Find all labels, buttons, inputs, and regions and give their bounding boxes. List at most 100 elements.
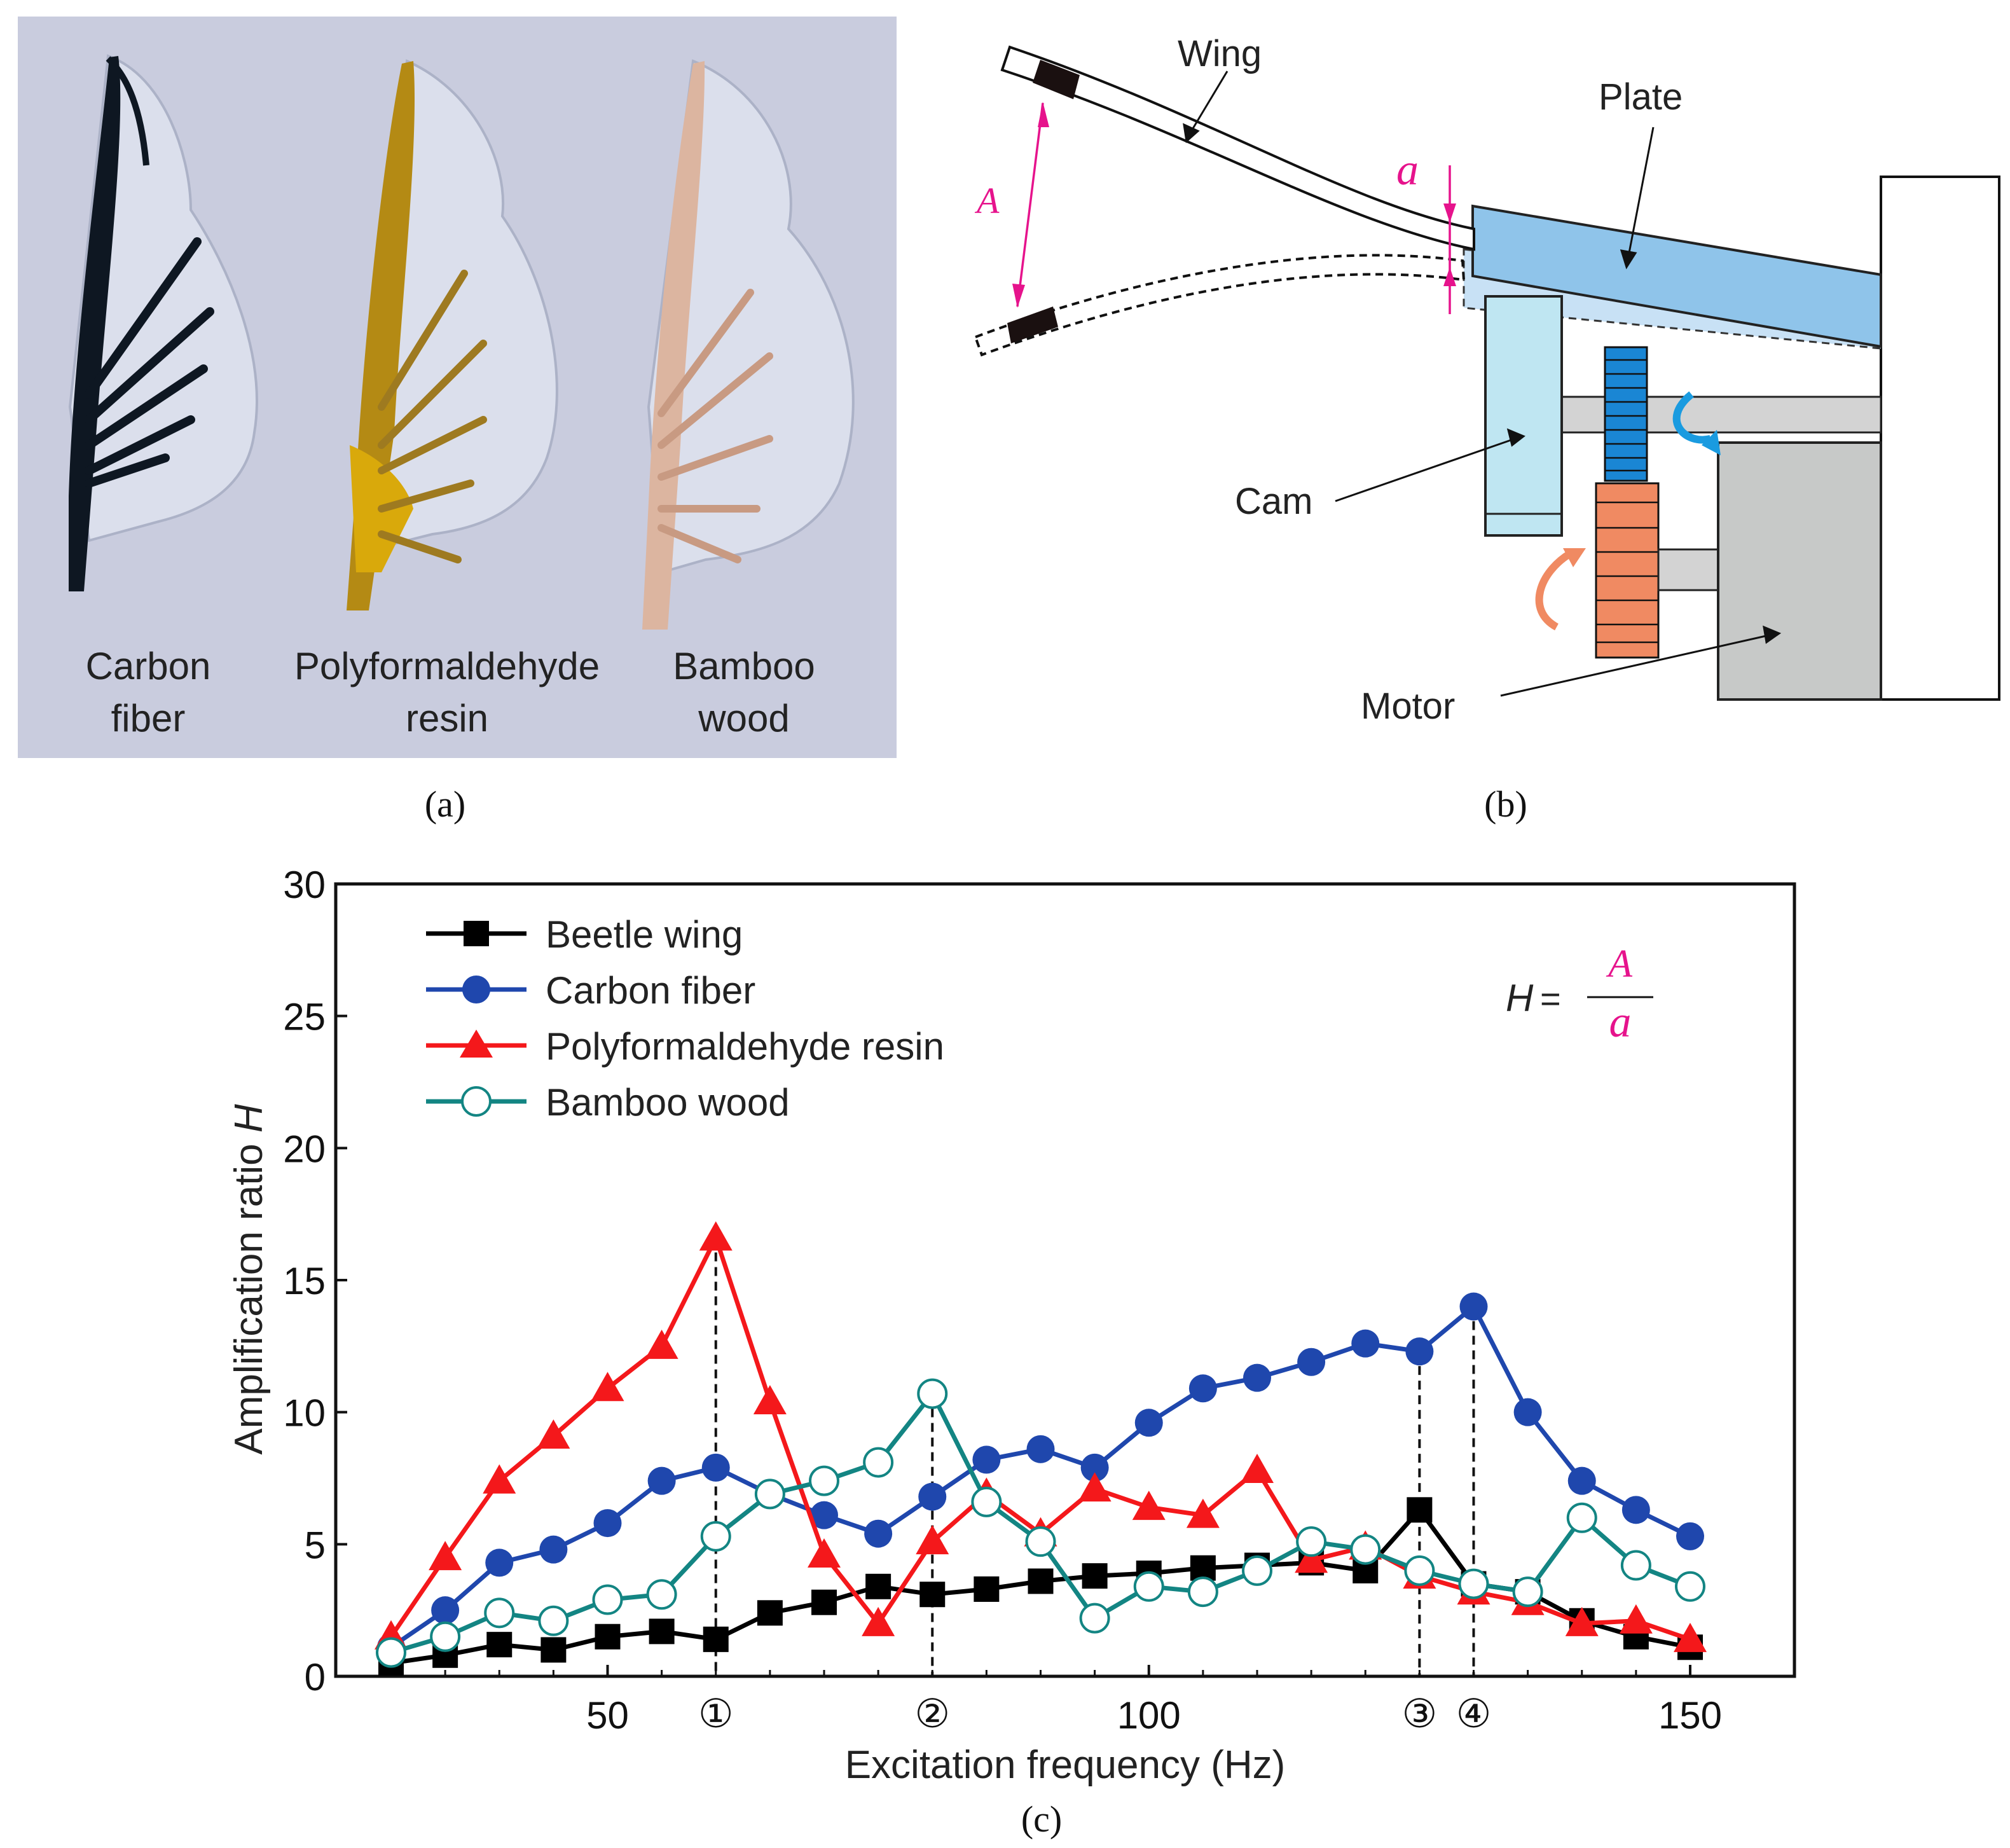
formula-denominator: a xyxy=(1609,998,1632,1047)
formula-lhs: H xyxy=(1506,977,1534,1019)
legend: Beetle wing Carbon fiber Polyformaldehyd… xyxy=(426,913,944,1124)
data-point-triangle xyxy=(537,1419,570,1449)
data-point-open-circle xyxy=(863,1447,894,1478)
data-point-circle xyxy=(1405,1337,1434,1366)
bamboo-wing-photo xyxy=(642,59,855,630)
data-point-circle xyxy=(1188,1374,1217,1403)
sample-label-carbon-line1: Carbon xyxy=(86,645,211,687)
x-tick-label: 100 xyxy=(1117,1694,1181,1737)
data-point-square xyxy=(595,1624,621,1650)
data-point-circle xyxy=(1567,1466,1596,1495)
motor xyxy=(1717,441,1882,701)
data-point-open-circle xyxy=(1620,1550,1651,1581)
data-point-square xyxy=(1190,1555,1216,1581)
data-point-circle xyxy=(1459,1292,1488,1321)
data-point-open-circle xyxy=(1512,1576,1543,1608)
label-motor: Motor xyxy=(1361,686,1455,727)
data-point-triangle xyxy=(753,1385,787,1415)
sample-label-resin-line2: resin xyxy=(406,697,488,740)
wing-tip-marker xyxy=(1033,60,1080,99)
data-point-circle xyxy=(1243,1363,1271,1392)
data-point-triangle xyxy=(645,1329,678,1359)
legend-marker-triangle-icon xyxy=(460,1030,493,1058)
series-carbon-fiber xyxy=(377,1292,1704,1662)
series-bamboo-wood xyxy=(376,1378,1705,1668)
data-point-circle xyxy=(539,1535,568,1564)
data-point-circle xyxy=(1351,1329,1380,1358)
y-tick-label: 5 xyxy=(305,1524,326,1566)
data-point-open-circle xyxy=(430,1621,461,1652)
label-cam: Cam xyxy=(1235,481,1312,522)
data-point-open-circle xyxy=(809,1465,839,1496)
data-point-triangle xyxy=(1241,1454,1274,1484)
legend-marker-circle-filled-icon xyxy=(462,976,490,1003)
data-point-open-circle xyxy=(1675,1571,1705,1602)
polyformaldehyde-wing-photo xyxy=(347,59,558,610)
legend-label-resin: Polyformaldehyde resin xyxy=(546,1025,944,1068)
legend-marker-circle-open-icon xyxy=(461,1086,492,1117)
data-point-circle xyxy=(972,1445,1001,1474)
data-point-square xyxy=(1407,1497,1433,1523)
data-point-open-circle xyxy=(484,1597,515,1629)
data-point-triangle xyxy=(429,1541,462,1571)
data-point-circle xyxy=(485,1548,514,1577)
peak-marker-label: ④ xyxy=(1456,1690,1492,1737)
data-point-triangle xyxy=(916,1525,949,1555)
data-point-triangle xyxy=(808,1538,841,1568)
data-point-circle xyxy=(1513,1398,1542,1426)
series-layer xyxy=(375,1221,1707,1676)
data-point-circle xyxy=(647,1466,676,1495)
data-point-square xyxy=(703,1626,729,1652)
cam xyxy=(1484,295,1563,537)
data-point-open-circle xyxy=(1458,1568,1489,1599)
data-point-square xyxy=(1028,1568,1054,1594)
y-tick-label: 25 xyxy=(283,996,326,1038)
wing-upright xyxy=(1000,45,1475,251)
label-wing: Wing xyxy=(1178,33,1262,74)
base-wall xyxy=(1880,176,2000,701)
y-tick-label: 0 xyxy=(305,1656,326,1699)
amplitude-A-arrow xyxy=(1012,102,1049,308)
data-point-triangle xyxy=(1186,1498,1220,1528)
data-point-circle xyxy=(431,1596,460,1625)
data-point-open-circle xyxy=(1133,1571,1164,1602)
data-point-square xyxy=(1082,1563,1108,1589)
y-tick-label: 10 xyxy=(283,1392,326,1435)
data-point-open-circle xyxy=(1025,1526,1056,1557)
panel-a-caption: (a) xyxy=(425,783,465,825)
data-point-triangle xyxy=(591,1372,624,1402)
panel-a: Carbon fiber Polyformaldehyde resin Bamb… xyxy=(18,17,897,825)
data-point-open-circle xyxy=(1187,1576,1218,1608)
wing-tip-marker-deflected xyxy=(1007,307,1058,343)
legend-label-carbon: Carbon fiber xyxy=(546,969,755,1012)
formula-numerator: A xyxy=(1606,942,1633,986)
panel-b-caption: (b) xyxy=(1484,783,1527,825)
y-axis: 0 5 10 15 20 25 30 xyxy=(283,864,347,1699)
data-point-open-circle xyxy=(971,1486,1002,1517)
orange-gear xyxy=(1595,482,1660,659)
y-tick-label: 15 xyxy=(283,1260,326,1302)
peak-marker-label: ② xyxy=(914,1690,950,1737)
wing-deflected xyxy=(974,254,1466,357)
data-point-square xyxy=(757,1600,783,1626)
data-point-open-circle xyxy=(700,1520,731,1552)
data-point-circle xyxy=(1080,1453,1109,1482)
legend-marker-square-icon xyxy=(464,921,489,946)
legend-label-beetle: Beetle wing xyxy=(546,913,743,956)
peak-marker-label: ① xyxy=(698,1690,734,1737)
data-point-open-circle xyxy=(754,1479,785,1510)
data-point-square xyxy=(540,1637,567,1663)
y-tick-label: 20 xyxy=(283,1127,326,1170)
sample-label-carbon-line2: fiber xyxy=(111,697,186,740)
legend-label-bamboo: Bamboo wood xyxy=(546,1081,790,1124)
formula-eq: = xyxy=(1540,979,1561,1019)
panel-b: A a xyxy=(974,33,2000,825)
carbon-fiber-wing-photo xyxy=(68,54,258,591)
data-point-triangle xyxy=(699,1221,733,1251)
data-point-triangle xyxy=(1565,1606,1599,1636)
callout-lines xyxy=(1183,71,1782,697)
sample-label-bamboo-line2: wood xyxy=(698,697,789,740)
y-axis-title-var: H xyxy=(227,1104,271,1133)
